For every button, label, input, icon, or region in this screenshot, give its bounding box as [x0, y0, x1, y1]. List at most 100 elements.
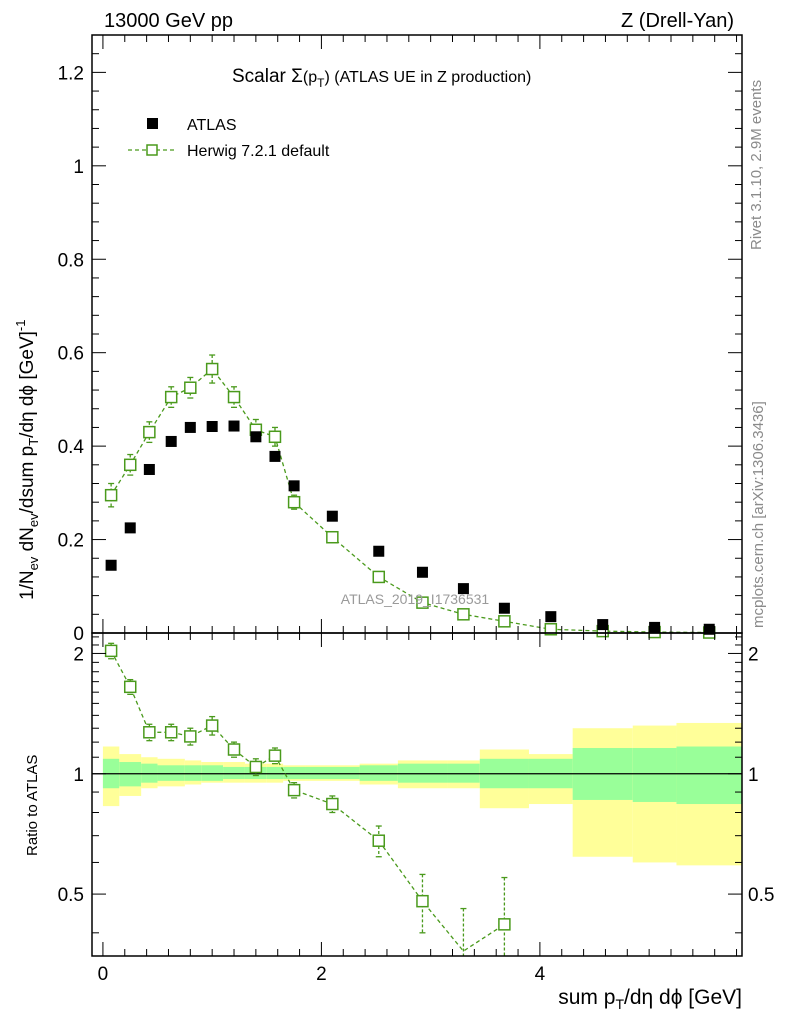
main-y-axis-label: 1/Nev dNev/dsum pT/dη dϕ [GeV]-1 [13, 320, 41, 601]
xlabel-b: /dη dϕ [GeV] [624, 986, 742, 1009]
legend-atlas-label: ATLAS [187, 117, 237, 134]
main-plot: ATLAS_2019_I1736531 0 0.2 0.4 0.6 0.8 1 1.2 Sc… [13, 34, 743, 645]
herwig-point [372, 570, 386, 584]
ylabel-ev1: ev [26, 556, 41, 570]
atlas-point [124, 522, 136, 534]
main-y-tick-label: 1.2 [58, 63, 84, 84]
ratio-point [416, 894, 429, 908]
atlas-point [228, 420, 240, 432]
ratio-point [164, 726, 178, 739]
ratio-plot: 0.5 0.5 1 1 2 2 0 2 4 Ratio to ATLAS sum pT/dη … [24, 632, 775, 1012]
atlas-point [250, 431, 262, 443]
herwig-point [457, 608, 470, 621]
herwig-point [123, 458, 137, 472]
title-paren: (p [303, 69, 317, 86]
main-y-tick-label: 0 [73, 624, 84, 645]
herwig-point [326, 530, 339, 544]
atlas-point [326, 510, 338, 522]
herwig-point [268, 430, 282, 444]
ratio-y-tick-label-right: 2 [748, 644, 759, 665]
atlas-point [105, 559, 117, 571]
ratio-band-inner [283, 766, 306, 780]
ratio-band-inner [184, 765, 202, 781]
ratio-point [104, 644, 118, 658]
x-tick-label: 2 [316, 964, 327, 985]
title-close: ) [324, 69, 329, 86]
ratio-y-tick-label-right: 1 [748, 765, 759, 786]
ratio-point [227, 743, 241, 756]
ratio-y-axis-label: Ratio to ATLAS [24, 755, 41, 856]
atlas-point [143, 463, 155, 475]
herwig-point [227, 390, 241, 404]
ratio-band-inner [305, 766, 360, 780]
ratio-point [123, 680, 137, 694]
ratio-y-tick-label: 0.5 [58, 885, 84, 906]
ratio-point [287, 783, 301, 797]
atlas-point [597, 619, 609, 631]
atlas-point [165, 435, 177, 447]
ratio-point [498, 918, 511, 931]
ratio-y-tick-labels: 0.5 0.5 1 1 2 2 [58, 644, 775, 906]
ratio-series-layer [104, 642, 511, 956]
atlas-point [649, 621, 661, 633]
ylabel-ev2: ev [26, 513, 41, 527]
atlas-point [416, 566, 428, 578]
xlabel-t: T [615, 996, 624, 1012]
ratio-band-inner [359, 765, 398, 781]
ratio-band-inner [201, 765, 224, 781]
atlas-point [269, 450, 281, 462]
ratio-band-inner [447, 763, 480, 783]
main-y-tick-label: 0.6 [58, 344, 84, 365]
rivet-info: Rivet 3.1.10, 2.9M events [748, 80, 765, 250]
main-y-tick-label: 0.2 [58, 531, 84, 552]
atlas-point [288, 480, 300, 492]
ratio-point [249, 760, 263, 774]
header-process: Z (Drell-Yan) [621, 10, 734, 32]
ratio-band-inner [676, 746, 742, 805]
ratio-axis-ticks [92, 633, 742, 956]
legend-herwig-label: Herwig 7.2.1 default [187, 143, 330, 160]
main-series-layer [104, 354, 716, 639]
ratio-y-tick-label: 2 [73, 644, 84, 665]
legend-herwig-marker [146, 144, 158, 156]
title-sub: T [317, 76, 325, 90]
ratio-frame [91, 632, 743, 957]
ratio-point [143, 726, 156, 739]
title-sigma: Σ [291, 66, 303, 87]
x-tick-labels: 0 2 4 [98, 964, 546, 985]
plot-title: Scalar Σ(pT) (ATLAS UE in Z production) [232, 66, 531, 90]
atlas-point [498, 602, 510, 614]
herwig-point [143, 425, 156, 439]
x-tick-label: 4 [535, 964, 546, 985]
title-pre: Scalar [232, 66, 291, 87]
title-rest: (ATLAS UE in Z production) [330, 69, 532, 86]
ratio-band-inner [223, 766, 245, 780]
legend-atlas-marker [147, 118, 158, 129]
ratio-band-inner [632, 748, 677, 802]
ratio-band-inner [266, 766, 284, 780]
ylabel-t: T [26, 438, 41, 446]
atlas-point [545, 611, 557, 623]
ratio-band-inner [157, 765, 185, 781]
watermark: ATLAS_2019_I1736531 [341, 591, 490, 607]
mcplots-info: mcplots.cern.ch [arXiv:1306.3436] [750, 401, 767, 628]
herwig-point [164, 390, 178, 404]
herwig-point [498, 615, 511, 628]
ratio-herwig-line [110, 650, 505, 952]
herwig-point [205, 362, 219, 376]
atlas-point [373, 545, 385, 557]
main-y-tick-label: 1 [73, 157, 84, 178]
herwig-point [416, 596, 429, 609]
atlas-point [457, 583, 469, 595]
ratio-point [326, 797, 339, 811]
ratio-y-tick-label: 1 [73, 765, 84, 786]
atlas-point [184, 421, 196, 433]
legend: ATLAS Herwig 7.2.1 default [128, 117, 330, 160]
xlabel-a: sum p [558, 986, 615, 1009]
ylabel-exp: -1 [13, 320, 28, 332]
x-axis-label: sum pT/dη dϕ [GeV] [558, 986, 742, 1012]
main-y-tick-labels: 0 0.2 0.4 0.6 0.8 1 1.2 [58, 63, 85, 645]
ratio-point [372, 834, 386, 847]
ylabel-d: /dη dϕ [GeV] [17, 331, 38, 438]
